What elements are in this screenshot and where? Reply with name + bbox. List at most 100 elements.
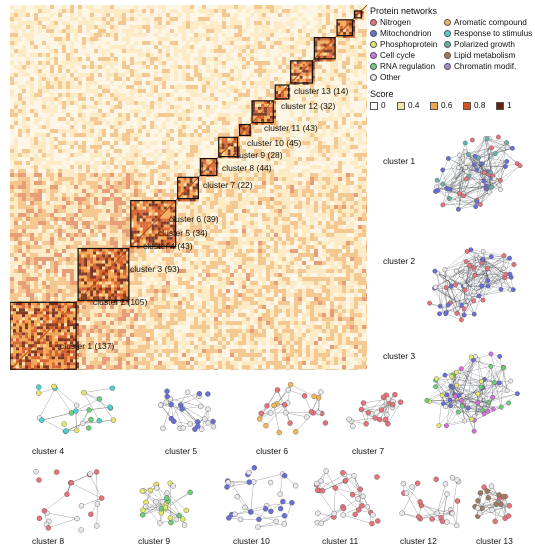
heatmap-cell (130, 165, 134, 169)
heatmap-cell (62, 209, 66, 213)
heatmap-cell (158, 305, 162, 309)
heatmap-cell (306, 349, 310, 353)
heatmap-cell (114, 369, 118, 370)
heatmap-cell (18, 205, 22, 209)
heatmap-cell (134, 109, 138, 113)
heatmap-cell (218, 185, 222, 189)
heatmap-cell (86, 57, 90, 61)
heatmap-cell (166, 265, 170, 269)
heatmap-cell (82, 349, 86, 353)
heatmap-cell (310, 253, 314, 257)
heatmap-cell (270, 321, 274, 325)
heatmap-cell (82, 177, 86, 181)
heatmap-cell (94, 37, 98, 41)
heatmap-cell (166, 45, 170, 49)
heatmap-cell (306, 141, 310, 145)
heatmap-cell (126, 33, 130, 37)
heatmap-cell (18, 165, 22, 169)
heatmap-cell (270, 229, 274, 233)
heatmap-cell (82, 73, 86, 77)
heatmap-cell (74, 221, 78, 225)
heatmap-cell (270, 313, 274, 317)
heatmap-cell (158, 273, 162, 277)
heatmap-cell (178, 49, 182, 53)
heatmap-cell (22, 49, 26, 53)
heatmap-cell (70, 73, 74, 77)
heatmap-cell (266, 237, 270, 241)
heatmap-cell (82, 337, 86, 341)
heatmap-cell (190, 369, 194, 370)
heatmap-cell (58, 81, 62, 85)
heatmap-cell (142, 305, 146, 309)
heatmap-cell (110, 213, 114, 217)
heatmap-cell (74, 61, 78, 65)
heatmap-cell (22, 257, 26, 261)
heatmap-cell (230, 277, 234, 281)
heatmap-cell (294, 269, 298, 273)
heatmap-cell (318, 189, 322, 193)
heatmap-cell (222, 217, 226, 221)
heatmap-cell (26, 161, 30, 165)
heatmap-cell (258, 97, 262, 101)
heatmap-cell (254, 233, 258, 237)
heatmap-cell (114, 181, 118, 185)
heatmap-cell (158, 317, 162, 321)
heatmap-cell (286, 49, 290, 53)
heatmap-cell (62, 229, 66, 233)
heatmap-cell (142, 357, 146, 361)
heatmap-cell (126, 161, 130, 165)
heatmap-cell (298, 213, 302, 217)
heatmap-cell (250, 189, 254, 193)
heatmap-cell (202, 361, 206, 365)
heatmap-cell (218, 45, 222, 49)
heatmap-cell (286, 121, 290, 125)
heatmap-cell (26, 129, 30, 133)
heatmap-cell (178, 217, 182, 221)
heatmap-cell (130, 273, 134, 277)
heatmap-cell (26, 73, 30, 77)
heatmap-cell (206, 197, 210, 201)
heatmap-cell (18, 185, 22, 189)
heatmap-cell (94, 305, 98, 309)
heatmap-cell (70, 165, 74, 169)
heatmap-cell (142, 345, 146, 349)
heatmap-cell (194, 169, 198, 173)
heatmap-cell (38, 117, 42, 121)
heatmap-cell (310, 29, 314, 33)
heatmap-cell (46, 105, 50, 109)
heatmap-cell (90, 33, 94, 37)
heatmap-cell (198, 69, 202, 73)
heatmap-cell (254, 153, 258, 157)
heatmap-cell (162, 77, 166, 81)
heatmap-cell (238, 153, 242, 157)
heatmap-cell (186, 53, 190, 57)
heatmap-cell (90, 317, 94, 321)
heatmap-cell (98, 321, 102, 325)
heatmap-cell (26, 277, 30, 281)
heatmap-cell (310, 333, 314, 337)
heatmap-cell (110, 333, 114, 337)
heatmap-cell (34, 21, 38, 25)
heatmap-cell (214, 313, 218, 317)
heatmap-cell (298, 37, 302, 41)
heatmap-cell (62, 269, 66, 273)
heatmap-cell (58, 29, 62, 33)
heatmap-cell (242, 349, 246, 353)
heatmap-cell (90, 21, 94, 25)
heatmap-cell (78, 197, 82, 201)
heatmap-cell (226, 205, 230, 209)
heatmap-cell (294, 297, 298, 301)
heatmap-cell (270, 97, 274, 101)
heatmap-cell (218, 177, 222, 181)
heatmap-cell (170, 105, 174, 109)
heatmap-cell (162, 73, 166, 77)
heatmap-cell (106, 21, 110, 25)
heatmap-cell (58, 41, 62, 45)
heatmap-cell (166, 113, 170, 117)
heatmap-cell (90, 9, 94, 13)
heatmap-cell (234, 197, 238, 201)
heatmap-cell (286, 205, 290, 209)
heatmap-cell (126, 17, 130, 21)
heatmap-cell (314, 209, 318, 213)
heatmap-cell (166, 133, 170, 137)
